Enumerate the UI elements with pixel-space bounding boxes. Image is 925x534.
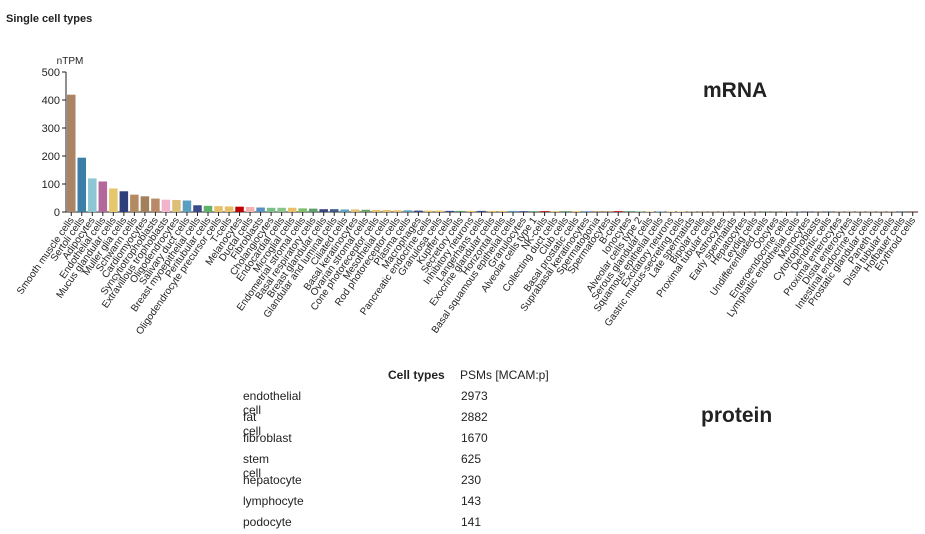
protein-cell-type-link[interactable]: lymphocyte: [243, 494, 304, 508]
protein-cell-type-link[interactable]: hepatocyte: [243, 473, 302, 487]
protein-psm-value: 1670: [461, 431, 488, 445]
bar[interactable]: [172, 199, 181, 212]
protein-cell-type-link[interactable]: endothelial cell: [243, 389, 302, 417]
bar[interactable]: [382, 210, 392, 212]
bar[interactable]: [519, 211, 528, 212]
bar[interactable]: [635, 211, 644, 212]
bar[interactable]: [603, 211, 612, 212]
y-tick-label: 400: [42, 95, 60, 107]
bar[interactable]: [424, 210, 434, 212]
bar[interactable]: [466, 210, 476, 212]
bar[interactable]: [140, 196, 150, 212]
bar[interactable]: [235, 206, 244, 212]
bar[interactable]: [403, 210, 413, 212]
bar[interactable]: [224, 206, 234, 212]
protein-psm-value: 143: [461, 494, 482, 508]
protein-cell-type-link[interactable]: fibroblast: [243, 431, 292, 445]
bar[interactable]: [340, 209, 349, 212]
bar[interactable]: [414, 210, 423, 212]
bar[interactable]: [329, 209, 339, 212]
protein-psm-value: 230: [461, 473, 482, 487]
protein-cell-type-link[interactable]: podocyte: [243, 515, 292, 529]
bar[interactable]: [361, 209, 371, 212]
bar[interactable]: [266, 207, 276, 212]
bar[interactable]: [287, 207, 297, 212]
bar[interactable]: [477, 210, 486, 212]
bar[interactable]: [687, 211, 697, 212]
bar[interactable]: [677, 211, 686, 212]
bar[interactable]: [203, 205, 213, 212]
protein-psm-value: 2973: [461, 389, 488, 403]
bar[interactable]: [151, 198, 160, 212]
protein-psm-value: 625: [461, 452, 482, 466]
protein-psm-value: 2882: [461, 410, 488, 424]
bar[interactable]: [130, 194, 139, 212]
bar[interactable]: [508, 210, 518, 212]
y-tick-label: 0: [54, 207, 60, 219]
bar[interactable]: [624, 211, 633, 212]
bar[interactable]: [298, 208, 307, 212]
protein-psm-value: 141: [461, 515, 482, 529]
y-tick-label: 200: [42, 151, 60, 163]
bar[interactable]: [88, 178, 97, 212]
bar[interactable]: [529, 211, 539, 212]
bar[interactable]: [613, 211, 623, 212]
bar[interactable]: [119, 191, 129, 212]
bar[interactable]: [193, 205, 202, 212]
y-axis-label: nTPM: [57, 56, 84, 67]
bar[interactable]: [540, 211, 549, 212]
bar[interactable]: [245, 206, 255, 212]
protein-column-header-cell-types: Cell types: [388, 368, 445, 382]
bar[interactable]: [498, 210, 507, 212]
bar[interactable]: [182, 200, 192, 212]
bar[interactable]: [435, 210, 444, 212]
bar[interactable]: [308, 208, 318, 212]
bar[interactable]: [67, 94, 76, 212]
y-tick-label: 300: [42, 123, 60, 135]
bar[interactable]: [582, 211, 591, 212]
y-tick-label: 100: [42, 179, 60, 191]
bar[interactable]: [456, 210, 465, 212]
bar[interactable]: [256, 207, 265, 212]
bar[interactable]: [372, 210, 381, 212]
bar[interactable]: [487, 210, 497, 212]
y-tick-label: 500: [42, 67, 60, 79]
protein-cell-type-link[interactable]: stem cell: [243, 452, 270, 480]
bar[interactable]: [393, 210, 402, 212]
mrna-label: mRNA: [703, 79, 768, 102]
bar[interactable]: [656, 211, 665, 212]
bar[interactable]: [645, 211, 655, 212]
protein-cell-type-link[interactable]: fat cell: [243, 410, 262, 438]
protein-label: protein: [701, 404, 773, 427]
bar[interactable]: [550, 211, 560, 212]
bar[interactable]: [561, 211, 570, 212]
bar[interactable]: [666, 211, 676, 212]
bar[interactable]: [571, 211, 581, 212]
bar[interactable]: [319, 209, 328, 212]
bar[interactable]: [98, 181, 108, 212]
bar[interactable]: [351, 209, 360, 212]
bar[interactable]: [109, 188, 118, 212]
bar[interactable]: [161, 199, 171, 212]
section-title: Single cell types: [6, 13, 93, 25]
bar[interactable]: [277, 207, 286, 212]
bar[interactable]: [445, 210, 455, 212]
bar[interactable]: [214, 206, 223, 212]
protein-column-header-psms: PSMs [MCAM:p]: [460, 368, 549, 382]
bar[interactable]: [77, 157, 87, 212]
bar[interactable]: [592, 211, 602, 212]
